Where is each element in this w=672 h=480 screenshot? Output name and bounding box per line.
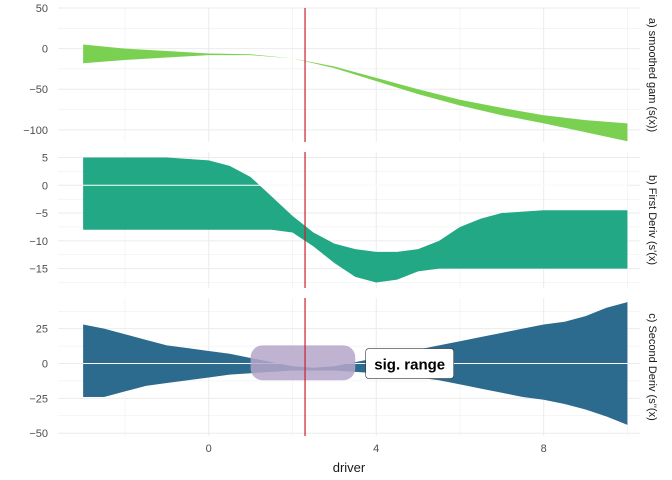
y-tick-label: −5: [35, 208, 48, 220]
panel-b: 5 0 −5 −10 −15 b) First Deriv (s'(x): [29, 152, 658, 288]
y-tick-label: −50: [29, 428, 48, 440]
x-tick-label: 8: [541, 443, 547, 455]
annotation-label-box: [365, 348, 455, 379]
panel-b-band: [83, 157, 628, 283]
x-axis-title: driver: [333, 460, 366, 475]
panel-a: 50 0 −50 −100 a) smoothed gam (s(x)): [23, 3, 658, 142]
x-tick-label: 0: [206, 443, 212, 455]
annotation-label: sig. range: [374, 357, 445, 374]
y-tick-label: −50: [29, 84, 48, 96]
y-tick-label: 0: [42, 180, 48, 192]
y-tick-label: 0: [42, 44, 48, 56]
y-tick-label: −10: [29, 236, 48, 248]
y-tick-label: −100: [23, 125, 48, 137]
sig-range-highlight: [250, 345, 356, 381]
panel-a-band: [83, 44, 628, 142]
y-tick-label: 50: [36, 3, 48, 15]
x-tick-label: 4: [373, 443, 379, 455]
y-tick-label: 0: [42, 359, 48, 371]
y-tick-label: −25: [29, 393, 48, 405]
panel-a-strip-label: a) smoothed gam (s(x)): [646, 18, 658, 132]
y-tick-label: 5: [42, 153, 48, 165]
y-tick-label: 25: [36, 324, 48, 336]
panel-c: sig. range 25 0 −25 −50 c) Second Deriv (s'…: [29, 298, 658, 440]
x-axis-ticks: 0 4 8: [206, 443, 547, 455]
y-tick-label: −15: [29, 264, 48, 276]
panel-c-strip-label: c) Second Deriv (s''(x): [646, 313, 658, 421]
panel-b-strip-label: b) First Deriv (s'(x): [646, 175, 658, 265]
